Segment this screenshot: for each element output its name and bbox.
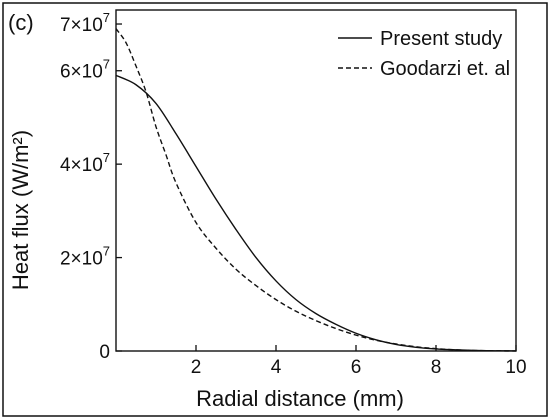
y-tick-base: ×10: [71, 249, 103, 270]
y-tick-mantissa: 6: [60, 62, 71, 83]
y-tick-mantissa: 7: [60, 15, 71, 36]
legend-label: Present study: [380, 28, 502, 50]
y-axis-label: Heat flux (W/m²): [8, 130, 33, 290]
x-tick-label: 10: [505, 357, 526, 378]
series-line-0: [115, 74, 517, 352]
legend-label: Goodarzi et. al: [380, 58, 510, 80]
y-tick-mantissa: 2: [60, 249, 71, 270]
x-tick-label: 8: [431, 357, 442, 378]
y-tick-label: 4×107: [60, 150, 110, 176]
x-tick-label: 2: [191, 357, 202, 378]
y-tick-label: 2×107: [60, 244, 110, 270]
y-tick-base: ×10: [71, 155, 103, 176]
plot-area: [115, 9, 517, 352]
y-tick-exponent: 7: [103, 57, 110, 72]
legend: Present study Goodarzi et. al: [338, 28, 510, 80]
y-tick-base: ×10: [71, 15, 103, 36]
y-tick-exponent: 7: [103, 150, 110, 165]
y-tick-label: 0: [99, 342, 110, 363]
x-tick-label: 4: [271, 357, 282, 378]
plot-frame: [115, 9, 517, 352]
series-lines: [115, 28, 517, 352]
x-tick-label: 6: [351, 357, 362, 378]
y-tick-exponent: 7: [103, 244, 110, 259]
y-tick-label: 6×107: [60, 57, 110, 83]
y-tick-label: 7×107: [60, 10, 110, 36]
y-tick-mantissa: 4: [60, 155, 71, 176]
x-axis-label: Radial distance (mm): [196, 386, 404, 411]
y-tick-exponent: 7: [103, 10, 110, 25]
y-tick-base: ×10: [71, 62, 103, 83]
x-axis: 2 4 6 8 10: [191, 345, 527, 378]
panel-label: (c): [8, 10, 34, 35]
